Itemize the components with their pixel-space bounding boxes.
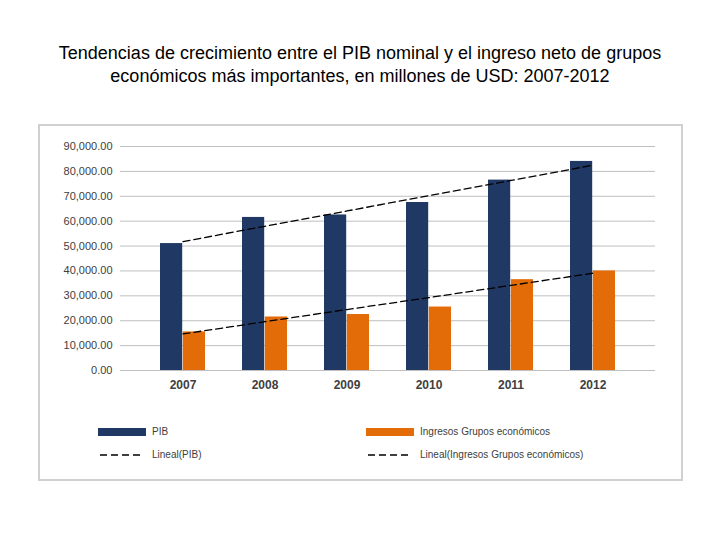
svg-text:2010: 2010 (416, 378, 443, 392)
svg-text:20,000.00: 20,000.00 (64, 314, 113, 326)
svg-text:2008: 2008 (252, 378, 279, 392)
svg-text:40,000.00: 40,000.00 (64, 264, 113, 276)
svg-text:0.00: 0.00 (91, 364, 112, 376)
html-text:Ingresos Grupos económicos: Ingresos Grupos económicos (420, 426, 551, 437)
svg-text:90,000.00: 90,000.00 (64, 140, 113, 152)
svg-text:70,000.00: 70,000.00 (64, 190, 113, 202)
svg-text:30,000.00: 30,000.00 (64, 289, 113, 301)
html-text:Lineal(PIB): Lineal(PIB) (152, 449, 202, 460)
svg-text:2011: 2011 (498, 378, 524, 392)
html-text:Lineal(Ingresos Grupos económi: Lineal(Ingresos Grupos económicos) (420, 449, 584, 460)
svg-text:60,000.00: 60,000.00 (64, 215, 113, 227)
svg-text:2007: 2007 (170, 378, 197, 392)
svg-text:10,000.00: 10,000.00 (64, 339, 113, 351)
svg-text:80,000.00: 80,000.00 (64, 165, 113, 177)
svg-text:50,000.00: 50,000.00 (64, 240, 113, 252)
html-text:Tendencias de crecimiento entr: Tendencias de crecimiento entre el PIB n… (58, 43, 662, 86)
html-text:PIB: PIB (152, 426, 169, 437)
svg-text:2012: 2012 (580, 378, 607, 392)
svg-text:2009: 2009 (334, 378, 361, 392)
